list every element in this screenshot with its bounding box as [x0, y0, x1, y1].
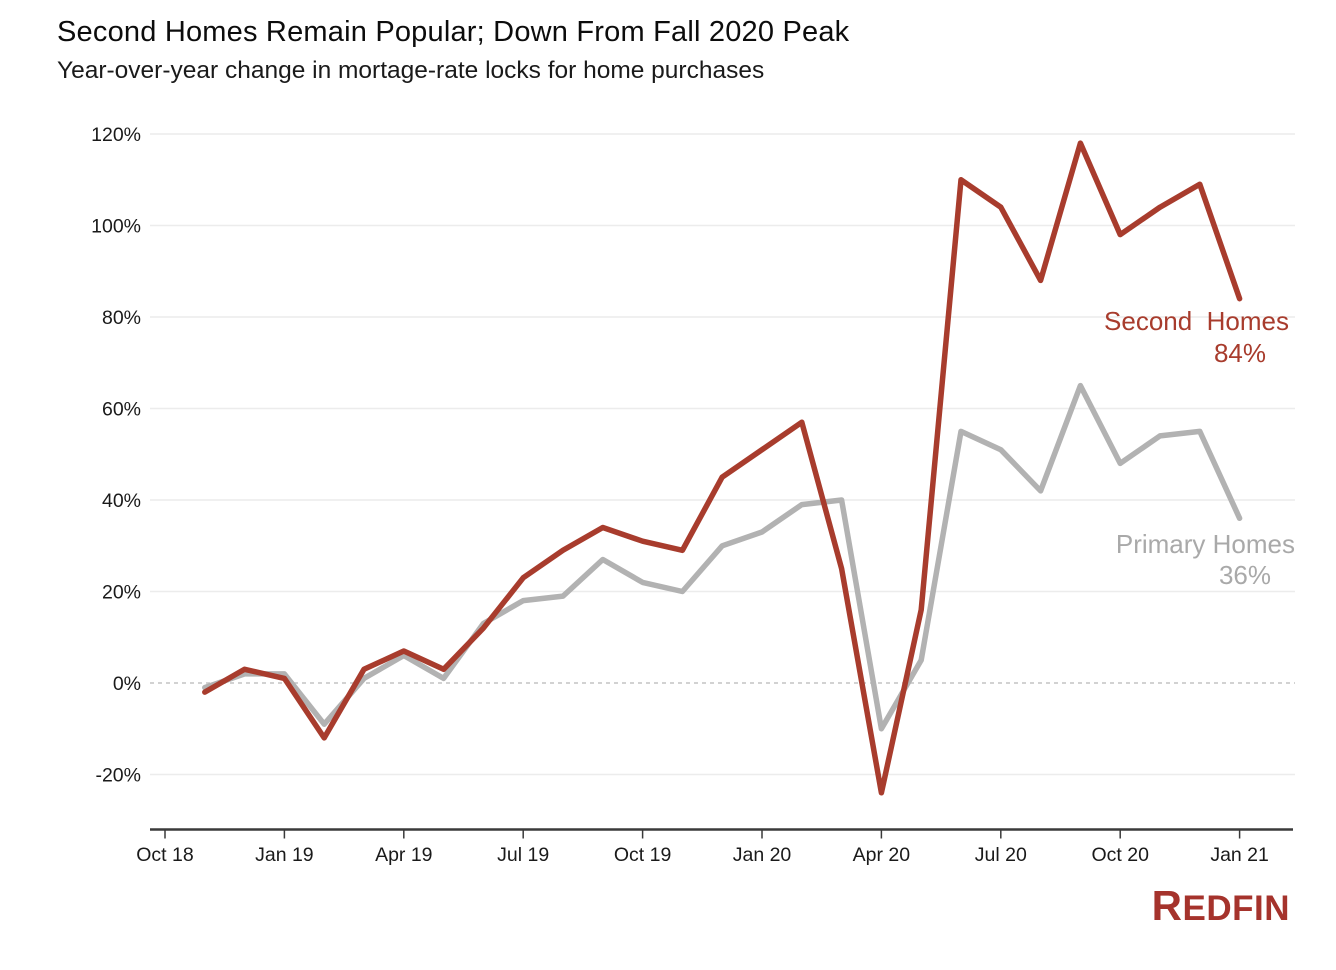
y-tick-label: 20% [102, 582, 141, 604]
x-tick-label: Jan 20 [733, 844, 792, 866]
x-tick-label: Jan 21 [1210, 844, 1269, 866]
x-tick-label: Oct 20 [1091, 844, 1149, 866]
series-label-primary-homes-name: Primary Homes [1115, 529, 1295, 559]
series-label-second-homes-name: Second Homes [1104, 306, 1289, 336]
x-tick-label: Jul 20 [975, 844, 1027, 866]
y-tick-label: 100% [91, 216, 141, 238]
series-label-second-homes-value: 84% [1213, 338, 1267, 368]
chart-title: Second Homes Remain Popular; Down From F… [57, 16, 850, 48]
x-tick-label: Apr 19 [375, 844, 432, 866]
y-tick-label: 0% [113, 673, 141, 695]
y-tick-label: -20% [95, 765, 141, 787]
x-tick-label: Jan 19 [255, 844, 314, 866]
series-label-primary-homes-value: 36% [1218, 560, 1272, 590]
y-tick-label: 80% [102, 307, 141, 329]
x-tick-label: Apr 20 [853, 844, 911, 866]
series-line-primary-homes [202, 382, 1243, 732]
x-tick-label: Oct 18 [136, 844, 193, 866]
y-tick-label: 120% [91, 124, 141, 146]
y-tick-label: 60% [102, 399, 141, 421]
redfin-logo: REDFIN [1151, 882, 1290, 929]
x-tick-label: Oct 19 [614, 844, 671, 866]
x-tick-label: Jul 19 [497, 844, 549, 866]
series-line-second-homes [202, 140, 1243, 796]
y-tick-label: 40% [102, 490, 141, 512]
chart-subtitle: Year-over-year change in mortage-rate lo… [57, 57, 765, 84]
